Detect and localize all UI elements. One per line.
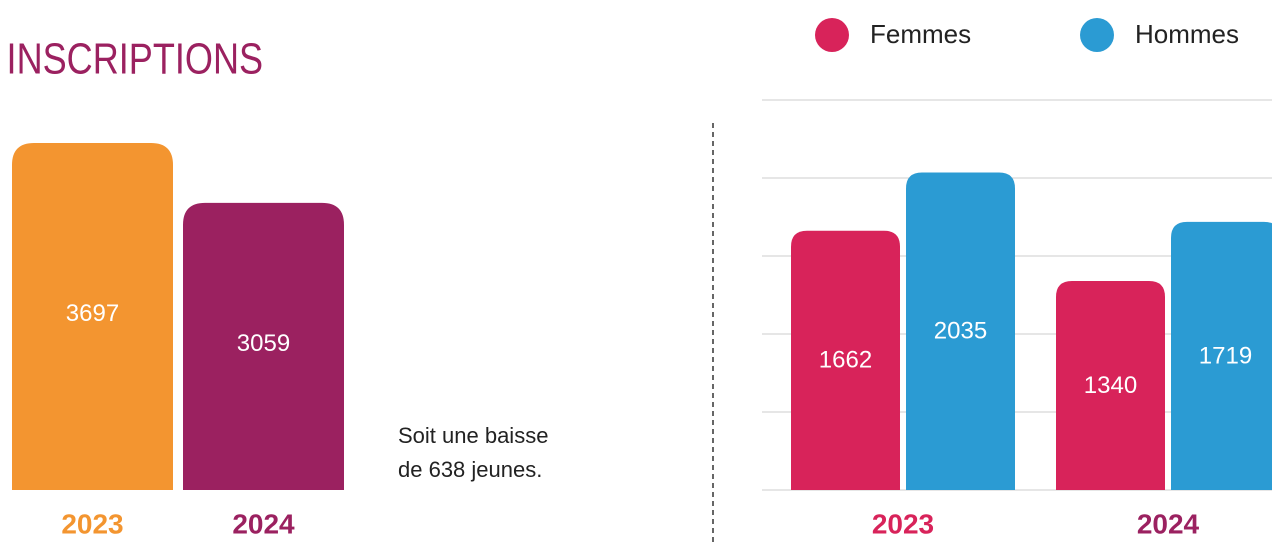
bar — [183, 202, 344, 490]
annotation: Soit une baisse — [398, 423, 548, 448]
bar — [1171, 221, 1272, 490]
x-tick-label: 2023 — [872, 508, 934, 539]
value-label: 1340 — [1084, 372, 1137, 399]
bar — [1056, 280, 1165, 490]
x-tick-label: 2024 — [1137, 508, 1200, 539]
x-tick-label: 2024 — [232, 508, 295, 539]
x-tick-label: 2023 — [61, 508, 123, 539]
legend-label: Femmes — [870, 19, 971, 49]
bar — [906, 172, 1015, 491]
value-label: 3059 — [237, 330, 290, 357]
value-label: 1719 — [1199, 342, 1252, 369]
legend-swatch — [815, 18, 849, 52]
value-label: 1662 — [819, 347, 872, 374]
legend-label: Hommes — [1135, 19, 1239, 49]
value-label: 3697 — [66, 300, 119, 327]
legend-swatch — [1080, 18, 1114, 52]
value-label: 2035 — [934, 318, 987, 345]
bar — [791, 230, 900, 490]
chart-title: INSCRIPTIONS — [7, 34, 263, 83]
bar — [12, 143, 173, 490]
annotation: de 638 jeunes. — [398, 457, 542, 482]
